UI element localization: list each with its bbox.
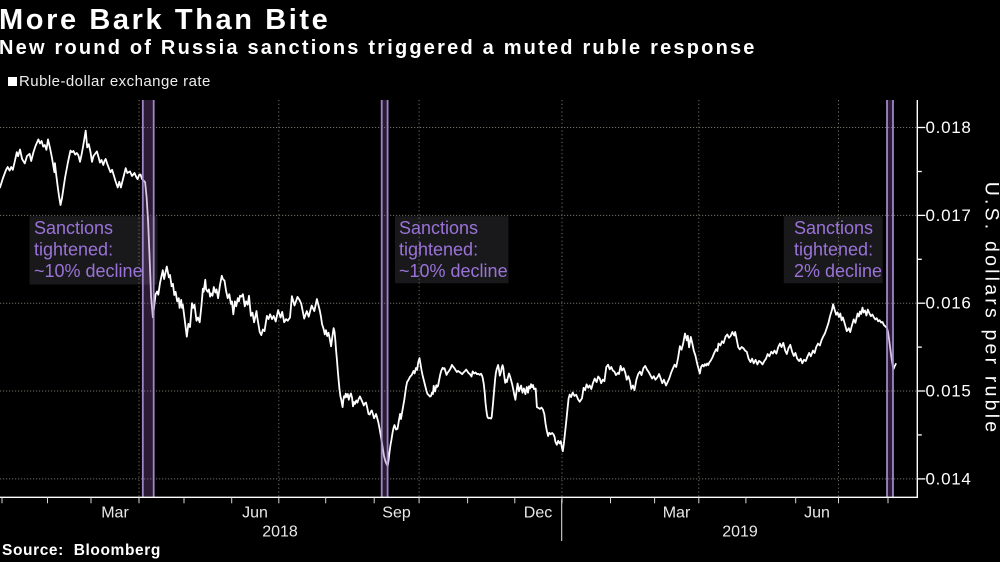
svg-text:tightened:: tightened: [34,240,113,260]
svg-text:0.015: 0.015 [926,382,972,401]
svg-text:0.018: 0.018 [926,118,972,137]
svg-text:0.016: 0.016 [926,294,972,313]
svg-text:Mar: Mar [101,505,129,522]
svg-text:tightened:: tightened: [399,240,478,260]
svg-text:Sanctions: Sanctions [399,218,478,238]
svg-text:0.017: 0.017 [926,206,972,225]
svg-text:Jun: Jun [242,505,268,522]
svg-text:Jun: Jun [804,505,830,522]
svg-text:Sep: Sep [382,505,411,522]
svg-text:~10% decline: ~10% decline [34,261,143,281]
svg-text:~10% decline: ~10% decline [399,261,508,281]
svg-text:Mar: Mar [663,505,691,522]
svg-text:2018: 2018 [262,524,298,541]
svg-text:2% decline: 2% decline [794,261,882,281]
svg-text:Dec: Dec [524,505,552,522]
svg-text:0.014: 0.014 [926,469,972,488]
svg-text:Sanctions: Sanctions [34,218,113,238]
svg-text:tightened:: tightened: [794,240,873,260]
svg-text:Sanctions: Sanctions [794,218,873,238]
svg-text:U.S. dollars per ruble: U.S. dollars per ruble [981,182,1000,436]
svg-text:2019: 2019 [722,524,758,541]
